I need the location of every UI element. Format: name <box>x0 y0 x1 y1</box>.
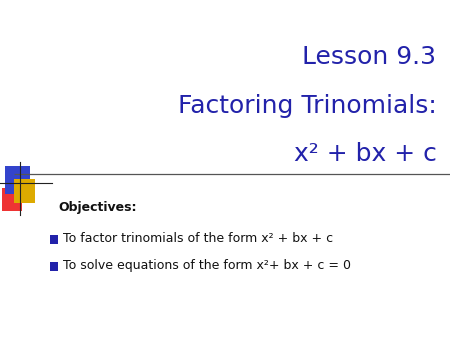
Bar <box>14 179 35 203</box>
Bar <box>5 166 30 194</box>
Bar <box>50 262 58 271</box>
Text: x² + bx + c: x² + bx + c <box>293 142 436 166</box>
Text: To solve equations of the form x²+ bx + c = 0: To solve equations of the form x²+ bx + … <box>63 259 351 272</box>
Text: Objectives:: Objectives: <box>58 201 137 214</box>
Text: To factor trinomials of the form x² + bx + c: To factor trinomials of the form x² + bx… <box>63 232 333 245</box>
Text: Lesson 9.3: Lesson 9.3 <box>302 45 436 70</box>
Bar <box>2 188 22 211</box>
Text: Factoring Trinomials:: Factoring Trinomials: <box>178 94 436 119</box>
Bar <box>50 235 58 244</box>
